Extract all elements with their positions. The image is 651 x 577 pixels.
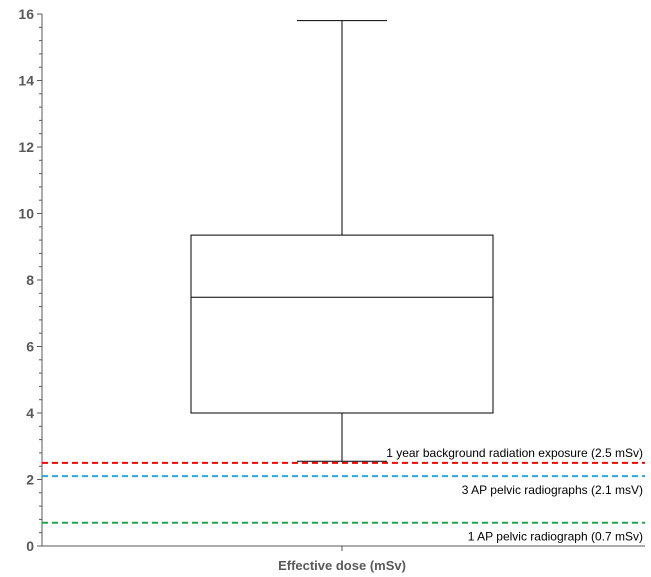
axes: 0 2 4 6 8 10 12 14 16 — [18, 6, 645, 554]
y-tick-label: 8 — [26, 272, 34, 288]
reference-line-label: 3 AP pelvic radiographs (2.1 msV) — [462, 483, 643, 497]
y-tick-label: 10 — [18, 206, 34, 222]
interquartile-box — [190, 234, 494, 414]
y-tick-label: 6 — [26, 339, 34, 355]
y-axis-tick-labels: 0 2 4 6 8 10 12 14 16 — [18, 6, 34, 554]
y-tick-label: 16 — [18, 6, 34, 22]
y-tick-label: 0 — [26, 538, 34, 554]
y-axis-ticks — [37, 13, 42, 547]
reference-line-label: 1 AP pelvic radiograph (0.7 mSv) — [468, 530, 643, 544]
y-tick-label: 4 — [26, 405, 34, 421]
reference-lines: 1 year background radiation exposure (2.… — [42, 446, 645, 544]
y-tick-label: 14 — [18, 73, 34, 89]
reference-line-label: 1 year background radiation exposure (2.… — [386, 446, 643, 460]
x-axis-label: Effective dose (mSv) — [278, 558, 406, 573]
box-plot — [190, 20, 494, 462]
y-tick-label: 2 — [26, 472, 34, 488]
y-tick-label: 12 — [18, 139, 34, 155]
